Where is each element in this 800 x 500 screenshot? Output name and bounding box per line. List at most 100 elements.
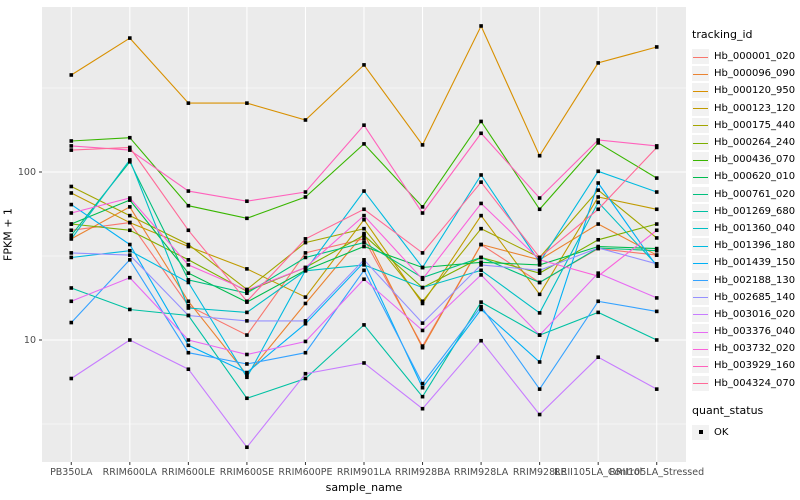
data-point xyxy=(186,278,191,282)
data-point xyxy=(362,277,366,282)
data-point xyxy=(128,36,132,40)
data-point xyxy=(69,139,74,143)
data-point xyxy=(654,207,659,212)
y-tick-label: 100 xyxy=(18,167,36,178)
legend-title-tracking-id: tracking_id xyxy=(692,28,753,41)
data-point xyxy=(537,360,542,364)
data-point xyxy=(537,387,542,391)
x-tick-label: RRIM600PE xyxy=(278,467,332,478)
data-point xyxy=(245,352,249,357)
x-tick-label: RRII105LA_Control xyxy=(554,467,642,478)
x-tick-label: PB350LA xyxy=(50,467,93,478)
data-point xyxy=(69,144,74,148)
data-point xyxy=(537,311,542,315)
series-color-line-icon xyxy=(693,331,708,333)
data-point xyxy=(596,207,600,212)
series-color-line-icon xyxy=(693,314,708,316)
legend-item-label: Hb_002188_130 xyxy=(714,274,796,286)
series-color-line-icon xyxy=(693,262,708,264)
data-point xyxy=(362,237,366,241)
data-point xyxy=(479,131,483,136)
legend-item: Hb_000175_440 xyxy=(692,117,798,134)
black-square-icon xyxy=(698,430,703,435)
legend-item: Hb_000620_010 xyxy=(692,168,798,185)
data-point xyxy=(303,268,308,273)
data-point xyxy=(479,304,483,309)
data-point xyxy=(245,319,249,323)
legend-item-label: Hb_000436_070 xyxy=(714,154,796,166)
legend-item-label: Hb_003016_020 xyxy=(714,308,796,320)
data-point xyxy=(69,202,74,207)
data-point xyxy=(245,299,249,304)
data-point xyxy=(420,265,425,270)
x-tick-label: RRIM928LA xyxy=(454,467,509,478)
data-point xyxy=(420,143,425,147)
series-color-line-icon xyxy=(693,245,708,247)
data-point xyxy=(186,280,191,285)
y-axis-title: FPKM + 1 xyxy=(1,208,15,261)
data-point xyxy=(479,307,483,312)
series-color-line-icon xyxy=(693,297,708,299)
data-point xyxy=(69,376,74,381)
legend-key-line-icon xyxy=(692,100,709,116)
data-point xyxy=(596,274,600,278)
legend-key-line-icon xyxy=(692,238,709,254)
data-point xyxy=(654,253,659,257)
legend-key-line-icon xyxy=(692,220,709,236)
legend-item-label: Hb_001396_180 xyxy=(714,240,796,252)
data-point xyxy=(420,385,425,390)
data-point xyxy=(69,222,74,226)
series-color-line-icon xyxy=(693,142,708,144)
data-point xyxy=(128,253,132,257)
legend-item-label: Hb_000120_950 xyxy=(714,85,796,97)
data-point xyxy=(303,190,308,194)
data-point xyxy=(186,203,191,208)
quant-status-items: OK xyxy=(692,424,798,441)
data-point xyxy=(479,338,483,343)
data-point xyxy=(303,350,308,355)
series-color-line-icon xyxy=(693,90,708,92)
data-point xyxy=(128,248,132,253)
data-point xyxy=(654,236,659,240)
data-point xyxy=(362,213,366,218)
x-tick-label: RRIM600SE xyxy=(220,467,274,478)
legend-title-quant-status: quant_status xyxy=(692,403,764,417)
data-point xyxy=(596,195,600,199)
data-point xyxy=(69,255,74,260)
data-point xyxy=(303,195,308,199)
data-point xyxy=(654,145,659,150)
series-color-line-icon xyxy=(693,280,708,282)
data-point xyxy=(69,237,74,241)
data-point xyxy=(596,222,600,226)
data-point xyxy=(596,246,600,250)
data-point xyxy=(128,148,132,152)
data-point xyxy=(479,300,483,304)
data-point xyxy=(654,176,659,180)
legend-item-label: Hb_001269_680 xyxy=(714,205,796,217)
legend-key-line-icon xyxy=(692,49,709,65)
legend-item-label: Hb_003929_160 xyxy=(714,360,796,372)
data-point xyxy=(128,220,132,225)
data-point xyxy=(537,153,542,158)
series-color-line-icon xyxy=(693,211,708,213)
data-point xyxy=(303,255,308,260)
data-point xyxy=(479,242,483,247)
data-point xyxy=(245,396,249,401)
data-point xyxy=(245,362,249,366)
data-point xyxy=(186,343,191,348)
data-point xyxy=(654,296,659,300)
data-point xyxy=(303,319,308,323)
data-point xyxy=(420,205,425,209)
data-point xyxy=(362,123,366,127)
data-point xyxy=(128,158,132,162)
data-point xyxy=(303,118,308,122)
data-point xyxy=(245,370,249,375)
legend-key-line-icon xyxy=(692,186,709,202)
data-point xyxy=(69,299,74,304)
series-color-line-icon xyxy=(693,176,708,178)
data-point xyxy=(537,260,542,265)
series-color-line-icon xyxy=(693,73,708,75)
legend-item: Hb_000761_020 xyxy=(692,186,798,203)
